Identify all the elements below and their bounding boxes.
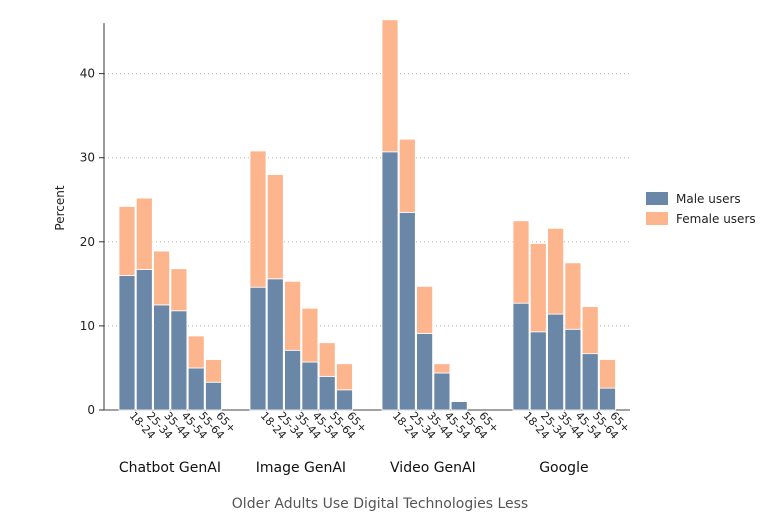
bar-female-2-2	[416, 285, 434, 334]
bar-male-0-0	[118, 275, 136, 411]
bar-male-3-0	[512, 302, 530, 411]
legend-swatch	[646, 212, 668, 225]
bar-male-0-1	[135, 269, 153, 411]
bar-male-3-3	[564, 328, 582, 411]
bar-male-3-2	[547, 313, 564, 411]
bar-female-3-5	[599, 359, 616, 389]
y-axis-label: Percent	[53, 185, 67, 230]
bar-male-2-4	[450, 401, 468, 411]
legend-swatch	[646, 192, 668, 205]
bar-female-3-3	[564, 262, 582, 330]
bar-male-3-1	[529, 331, 547, 411]
y-tick-label: 10	[80, 319, 95, 333]
bar-male-2-1	[398, 211, 416, 411]
legend-label: Female users	[676, 212, 756, 226]
bar-male-1-4	[318, 375, 336, 411]
y-tick-label: 40	[80, 67, 95, 81]
bar-female-0-0	[118, 206, 136, 276]
group-label: Video GenAI	[390, 460, 476, 476]
bar-female-1-1	[266, 174, 284, 280]
y-tick-label: 20	[80, 235, 95, 249]
bar-male-2-3	[433, 372, 451, 411]
bar-male-1-1	[266, 278, 284, 411]
bar-female-1-5	[336, 363, 353, 391]
bar-female-1-0	[249, 150, 267, 288]
bar-male-0-2	[153, 304, 171, 411]
bar-male-1-0	[249, 286, 267, 411]
y-tick-label: 0	[87, 403, 95, 417]
bar-male-1-5	[336, 389, 353, 411]
bar-female-0-1	[135, 197, 153, 270]
bar-male-3-4	[581, 353, 599, 411]
bar-female-3-4	[581, 306, 599, 355]
bar-male-1-3	[301, 361, 319, 411]
bar-male-0-4	[187, 367, 205, 411]
bar-female-2-0	[381, 19, 399, 153]
bar-male-3-5	[599, 387, 616, 411]
bar-male-2-0	[381, 151, 399, 411]
group-labels: Chatbot GenAI Image GenAI Video GenAI Googl…	[119, 460, 589, 476]
bar-female-0-2	[153, 250, 171, 306]
y-tick-label: 30	[80, 151, 95, 165]
bar-female-0-5	[205, 359, 222, 383]
legend-label: Male users	[676, 192, 741, 206]
bar-male-2-2	[416, 333, 434, 411]
bar-female-1-4	[318, 342, 336, 377]
bar-female-0-3	[170, 268, 188, 312]
bars	[118, 19, 616, 411]
bar-male-0-5	[205, 381, 222, 411]
group-label: Image GenAI	[256, 460, 346, 476]
bar-female-2-3	[433, 363, 451, 374]
bar-female-3-0	[512, 220, 530, 304]
bar-female-3-1	[529, 243, 547, 333]
bar-male-1-2	[284, 349, 302, 411]
bar-female-1-2	[284, 280, 302, 351]
bar-female-2-1	[398, 138, 416, 213]
group-label: Chatbot GenAI	[119, 460, 221, 476]
legend: Male users Female users	[646, 192, 756, 226]
group-label: Google	[539, 460, 588, 476]
chart-caption: Older Adults Use Digital Technologies Le…	[231, 496, 529, 512]
bar-female-3-2	[547, 227, 564, 315]
bar-female-1-3	[301, 307, 319, 363]
bar-female-0-4	[187, 335, 205, 369]
bar-male-0-3	[170, 310, 188, 411]
